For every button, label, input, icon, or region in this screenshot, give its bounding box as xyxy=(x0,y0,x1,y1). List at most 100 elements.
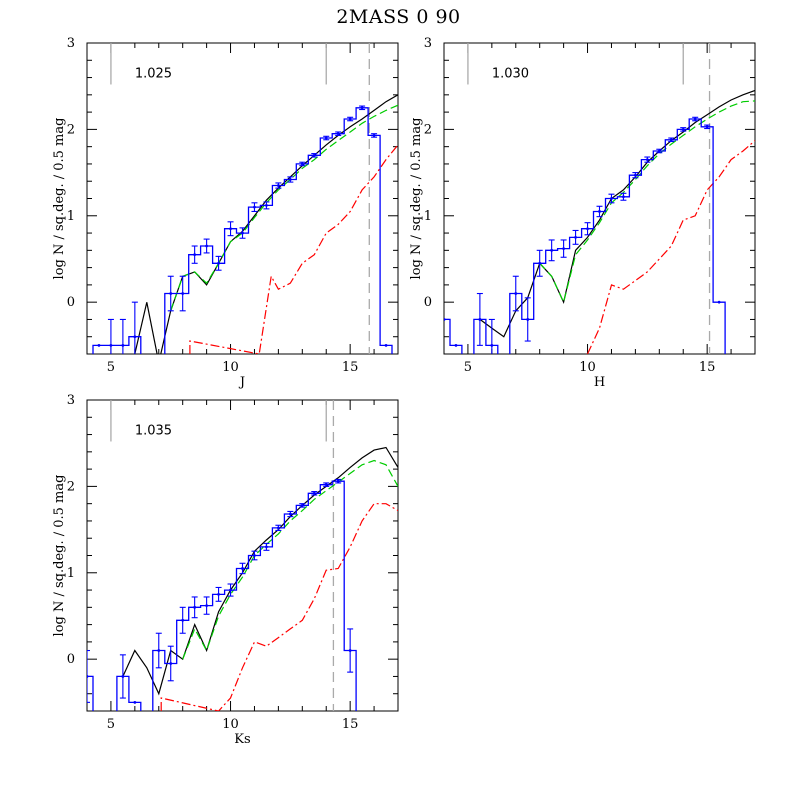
data-point xyxy=(360,106,364,110)
data-point xyxy=(217,261,220,265)
data-point xyxy=(253,205,256,209)
data-point xyxy=(205,244,209,248)
data-point xyxy=(193,253,197,257)
data-point xyxy=(526,318,530,321)
y-tick-label: 1 xyxy=(424,209,432,224)
panel-annotation: 1.030 xyxy=(492,67,529,82)
model-total-line xyxy=(479,89,755,338)
x-tick-label: 10 xyxy=(579,360,596,375)
data-point xyxy=(312,153,316,157)
panel-ks: 5 10 15 0 1 2 3 Ks log N / sq.deg. / 0.5 mag 1.03… xyxy=(52,393,399,747)
data-point xyxy=(645,158,649,162)
data-point xyxy=(288,178,292,181)
data-point xyxy=(610,197,613,200)
y-tick-label: 3 xyxy=(67,393,75,408)
y-tick-label: 3 xyxy=(67,36,75,51)
y-tick-label: 0 xyxy=(67,295,75,310)
model-total-line xyxy=(133,94,398,354)
x-tick-label: 10 xyxy=(222,717,239,732)
model-component-green-line xyxy=(170,104,398,311)
data-point xyxy=(574,235,577,239)
panel-annotation: 1.025 xyxy=(135,67,172,82)
data-point xyxy=(87,675,89,678)
data-point xyxy=(121,343,125,347)
data-point xyxy=(169,662,173,665)
data-point xyxy=(265,204,268,207)
model-component-green-line xyxy=(539,100,755,304)
data-point xyxy=(348,117,352,121)
data-point xyxy=(348,649,352,652)
data-point xyxy=(336,479,340,483)
x-tick-label: 10 xyxy=(222,360,239,375)
data-point xyxy=(229,227,232,231)
data-point xyxy=(490,343,494,347)
data-point xyxy=(276,184,280,187)
plot-frame xyxy=(86,42,399,355)
y-tick-label: 1 xyxy=(67,566,75,581)
model-component-red-line xyxy=(160,503,398,711)
y-tick-label: 2 xyxy=(67,479,75,494)
y-tick-label: 2 xyxy=(424,122,432,137)
y-tick-label: 1 xyxy=(67,209,75,224)
data-point xyxy=(300,503,304,507)
data-point xyxy=(181,292,185,295)
observed-histogram xyxy=(444,118,726,354)
x-tick-label: 15 xyxy=(699,360,716,375)
plot-area xyxy=(444,43,755,354)
data-point xyxy=(514,292,518,295)
x-tick-label: 5 xyxy=(107,717,115,732)
y-tick-label: 0 xyxy=(67,652,75,667)
y-axis-label: log N / sq.deg. / 0.5 mag xyxy=(52,475,67,637)
data-point xyxy=(454,343,458,347)
data-point xyxy=(97,343,101,347)
data-point xyxy=(229,588,232,592)
x-axis-label: J xyxy=(238,375,245,390)
data-point xyxy=(657,149,661,153)
data-point xyxy=(133,335,137,339)
model-total-line xyxy=(122,446,398,696)
data-point xyxy=(336,132,340,136)
data-point xyxy=(253,554,256,557)
data-point xyxy=(324,483,328,487)
data-point xyxy=(157,649,161,652)
data-point xyxy=(586,227,589,231)
data-point xyxy=(598,210,601,213)
plot-frame xyxy=(86,399,399,712)
data-point xyxy=(550,248,554,252)
data-point xyxy=(717,300,721,304)
x-tick-label: 15 xyxy=(342,717,359,732)
data-point xyxy=(312,491,316,495)
data-point xyxy=(669,138,673,142)
data-point xyxy=(444,318,446,321)
x-tick-label: 5 xyxy=(107,360,115,375)
data-point xyxy=(193,605,197,609)
data-point xyxy=(622,195,625,199)
data-point xyxy=(681,127,685,131)
data-point xyxy=(181,618,185,622)
data-point xyxy=(265,545,268,549)
x-axis-label: H xyxy=(594,375,605,390)
model-component-red-line xyxy=(189,144,398,354)
y-axis-label: log N / sq.deg. / 0.5 mag xyxy=(409,118,424,280)
y-tick-label: 3 xyxy=(424,36,432,51)
data-point xyxy=(705,125,709,129)
panel-annotation: 1.035 xyxy=(135,424,172,439)
y-tick-label: 2 xyxy=(67,122,75,137)
data-point xyxy=(288,512,292,516)
data-point xyxy=(241,567,244,570)
data-point xyxy=(478,318,482,321)
data-point xyxy=(169,292,173,295)
plot-area xyxy=(87,400,398,711)
data-point xyxy=(300,162,304,166)
data-point xyxy=(121,675,125,678)
data-point xyxy=(384,343,388,347)
x-axis-label: Ks xyxy=(234,732,250,747)
data-point xyxy=(241,231,244,235)
plot-frame xyxy=(443,42,756,355)
data-point xyxy=(693,117,697,121)
x-tick-label: 15 xyxy=(342,360,359,375)
data-point xyxy=(205,604,209,608)
model-component-green-line xyxy=(182,459,398,660)
